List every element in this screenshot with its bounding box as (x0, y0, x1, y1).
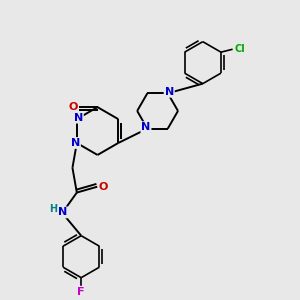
Text: N: N (141, 122, 151, 132)
Text: O: O (68, 102, 77, 112)
Text: Cl: Cl (235, 44, 245, 54)
Text: F: F (77, 287, 85, 297)
Text: N: N (58, 207, 68, 218)
Text: H: H (49, 205, 57, 214)
Text: N: N (74, 112, 83, 123)
Text: N: N (71, 138, 80, 148)
Text: O: O (99, 182, 108, 192)
Text: N: N (165, 87, 174, 97)
